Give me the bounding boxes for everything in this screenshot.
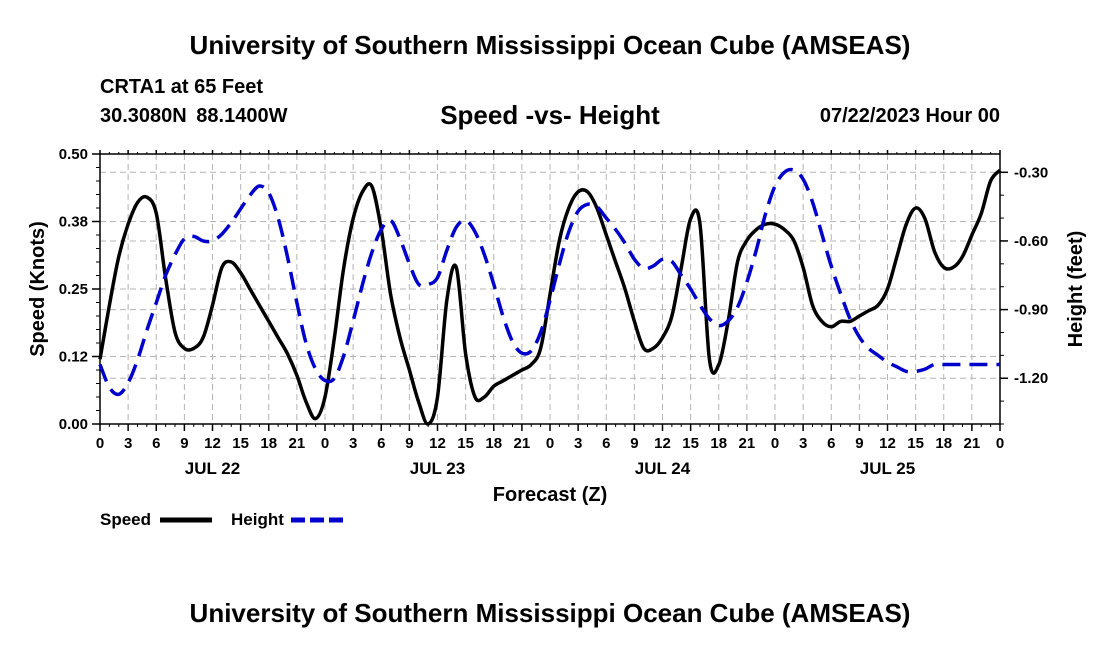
x-tick-label: 21 [289, 435, 306, 452]
x-tick-label: 6 [152, 435, 160, 452]
forecast-date-label: 07/22/2023 Hour 00 [819, 105, 1000, 127]
y-axis-title: Speed (Knots) [27, 221, 49, 357]
day-label: JUL 25 [860, 459, 915, 478]
x-tick-label: 21 [514, 435, 531, 452]
x-tick-label: 9 [180, 435, 188, 452]
x-tick-label: 15 [907, 435, 924, 452]
x-tick-label: 12 [204, 435, 221, 452]
legend-speed-label: Speed [100, 510, 151, 529]
x-tick-label: 15 [457, 435, 474, 452]
y-tick-label: 0.25 [59, 281, 88, 298]
x-tick-label: 12 [879, 435, 896, 452]
coordinates-label: 30.3080N 88.1400W [100, 105, 288, 127]
x-tick-label: 18 [710, 435, 727, 452]
x-tick-label: 18 [485, 435, 502, 452]
x-tick-label: 0 [771, 435, 779, 452]
footer-title: University of Southern Mississippi Ocean… [189, 598, 911, 628]
x-tick-label: 9 [405, 435, 413, 452]
x-tick-label: 3 [124, 435, 132, 452]
x-tick-label: 3 [349, 435, 357, 452]
x-tick-label: 6 [377, 435, 385, 452]
x-tick-label: 12 [429, 435, 446, 452]
x-tick-label: 6 [827, 435, 835, 452]
x-tick-label: 21 [964, 435, 981, 452]
y2-tick-label: -1.20 [1014, 370, 1048, 387]
height-series-line [98, 167, 1000, 397]
speed-series-line [98, 168, 1002, 426]
y2-tick-label: -0.90 [1014, 302, 1048, 319]
x-tick-label: 21 [739, 435, 756, 452]
x-axis-title: Forecast (Z) [493, 484, 607, 506]
x-tick-label: 0 [996, 435, 1004, 452]
y2-axis-title: Height (feet) [1065, 231, 1087, 348]
x-tick-label: 15 [682, 435, 699, 452]
x-tick-label: 18 [260, 435, 277, 452]
x-tick-label: 18 [935, 435, 952, 452]
day-label: JUL 24 [635, 459, 691, 478]
page-title: University of Southern Mississippi Ocean… [189, 30, 911, 60]
x-tick-label: 9 [630, 435, 638, 452]
x-tick-label: 9 [855, 435, 863, 452]
x-tick-label: 0 [321, 435, 329, 452]
plot-frame [99, 153, 1001, 425]
y-tick-label: 0.50 [59, 146, 88, 163]
station-label: CRTA1 at 65 Feet [100, 76, 264, 98]
y2-tick-label: -0.60 [1014, 233, 1048, 250]
y-tick-label: 0.00 [59, 416, 88, 433]
day-label: JUL 22 [185, 459, 240, 478]
legend-height-label: Height [231, 510, 284, 529]
day-label: JUL 23 [410, 459, 465, 478]
x-tick-label: 12 [654, 435, 671, 452]
x-tick-label: 6 [602, 435, 610, 452]
y-tick-label: 0.12 [59, 349, 88, 366]
y2-tick-label: -0.30 [1014, 164, 1048, 181]
chart-title: Speed -vs- Height [440, 100, 660, 130]
x-tick-label: 15 [232, 435, 249, 452]
x-tick-label: 0 [96, 435, 104, 452]
x-tick-label: 3 [799, 435, 807, 452]
x-tick-label: 0 [546, 435, 554, 452]
y-tick-label: 0.38 [59, 214, 88, 231]
x-tick-label: 3 [574, 435, 582, 452]
